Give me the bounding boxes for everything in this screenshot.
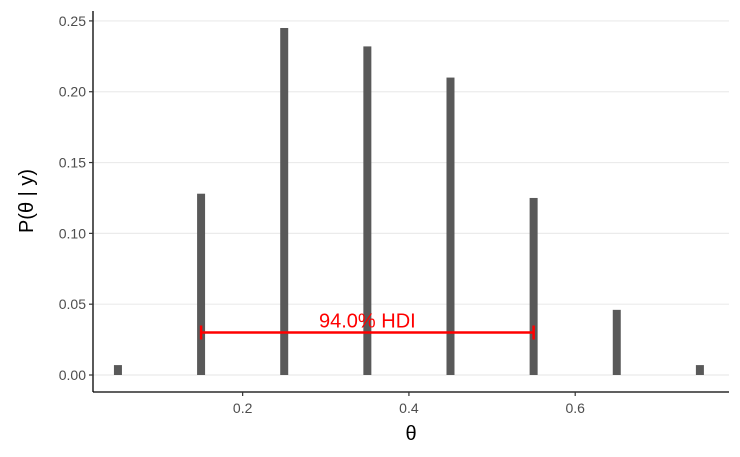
- bar-4: [446, 77, 455, 376]
- y-tick-labels: 0.00 0.05 0.10 0.15 0.20 0.25: [59, 13, 86, 383]
- bar-1: [197, 193, 206, 376]
- hdi-interval: 94.0% HDI: [199, 311, 535, 340]
- bar-0: [113, 365, 122, 376]
- bar-2: [280, 27, 289, 376]
- x-axis-title: θ: [405, 423, 416, 445]
- y-tick-label-4: 0.20: [59, 84, 86, 100]
- hdi-label: 94.0% HDI: [319, 311, 416, 333]
- axes: [89, 11, 729, 396]
- x-tick-label-1: 0.4: [399, 400, 419, 416]
- bar-5: [529, 197, 538, 376]
- y-tick-label-3: 0.15: [59, 155, 86, 171]
- bar-7: [695, 365, 704, 376]
- y-axis-title: P(θ | y): [16, 169, 38, 233]
- y-tick-label-2: 0.10: [59, 225, 86, 241]
- x-tick-label-0: 0.2: [233, 400, 253, 416]
- x-tick-label-2: 0.6: [565, 400, 585, 416]
- bars: [113, 27, 704, 376]
- y-tick-label-1: 0.05: [59, 296, 86, 312]
- x-tick-labels: 0.2 0.4 0.6: [233, 400, 585, 416]
- bar-3: [363, 46, 372, 376]
- y-tick-label-5: 0.25: [59, 13, 86, 29]
- bar-6: [612, 309, 621, 376]
- y-tick-label-0: 0.00: [59, 367, 86, 383]
